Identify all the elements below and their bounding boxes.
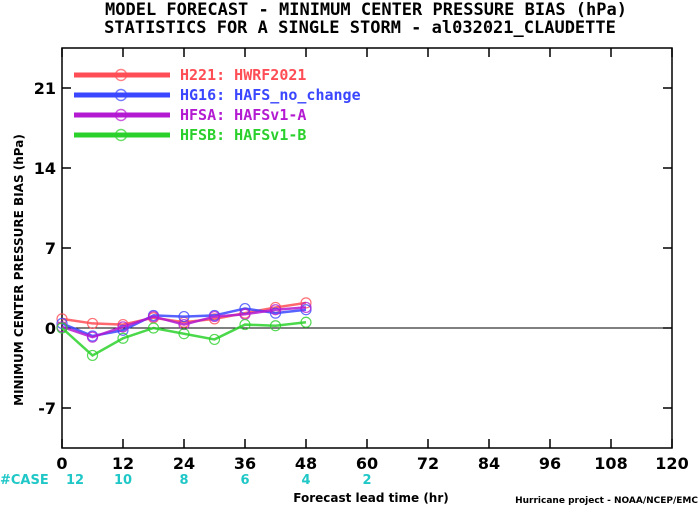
y-tick-label: -7 (38, 399, 56, 418)
data-point (117, 324, 129, 336)
case-count-value: 4 (301, 473, 310, 488)
series-line (61, 306, 307, 339)
data-point (86, 317, 99, 330)
data-point (178, 318, 190, 331)
y-tick-label: 21 (34, 79, 56, 98)
data-point (269, 307, 282, 319)
x-tick-label: 24 (173, 454, 195, 473)
data-point (86, 349, 99, 362)
y-tick-label: 7 (45, 239, 56, 258)
legend-marker (114, 88, 128, 102)
x-tick-label: 36 (234, 454, 256, 473)
series-line (61, 321, 307, 357)
data-point (208, 310, 221, 323)
x-tick-label: 12 (112, 454, 134, 473)
legend-marker (114, 68, 128, 82)
legend-entry: HFSB: HAFSv1-B (180, 126, 306, 144)
data-point (56, 322, 68, 334)
x-tick-label: 72 (417, 454, 439, 473)
x-tick-label: 120 (655, 454, 688, 473)
credit-text: Hurricane project - NOAA/NCEP/EMC (515, 496, 698, 506)
legend-entry: H221: HWRF2021 (180, 66, 306, 84)
case-count-label: #CASE (0, 473, 49, 488)
data-point (117, 321, 129, 333)
data-point (117, 332, 129, 344)
plot-frame (61, 47, 673, 449)
data-point (147, 310, 160, 323)
x-tick-label: 84 (478, 454, 500, 473)
case-count-value: 10 (114, 473, 132, 488)
case-count-value: 12 (66, 473, 84, 488)
case-count-value: 6 (240, 473, 249, 488)
plot-area: 0 12 24 36 48 60 72 84 96 108 120 -7 0 7 14 21 H221: HWR… (34, 47, 689, 473)
data-point (178, 328, 190, 340)
x-tick-label: 60 (356, 454, 378, 473)
data-point (178, 310, 190, 323)
case-count-value: 8 (179, 473, 188, 488)
data-point (300, 316, 312, 328)
case-count-value: 2 (362, 473, 371, 488)
data-point (208, 333, 221, 346)
x-axis-label: Forecast lead time (hr) (293, 491, 449, 505)
x-tick-label: 48 (295, 454, 317, 473)
chart-title: MODEL FORECAST - MINIMUM CENTER PRESSURE… (105, 0, 627, 20)
legend-entry: HG16: HAFS_no_change (180, 86, 361, 104)
y-axis-label: MINIMUM CENTER PRESSURE BIAS (hPa) (12, 134, 26, 406)
legend-marker (114, 128, 128, 142)
data-point (300, 301, 312, 314)
x-tick-label: 0 (56, 454, 67, 473)
data-point (239, 318, 251, 331)
legend-entry: HFSA: HAFSv1-A (180, 106, 306, 124)
x-tick-label: 96 (539, 454, 561, 473)
data-point (269, 304, 282, 316)
data-point (269, 320, 282, 332)
legend-marker (114, 108, 128, 122)
data-point (147, 322, 160, 334)
data-point (86, 331, 99, 343)
chart-subtitle: STATISTICS FOR A SINGLE STORM - al032021… (104, 18, 616, 38)
series-line (61, 301, 307, 326)
y-tick-label: 0 (45, 319, 56, 338)
y-tick-label: 14 (34, 159, 56, 178)
x-tick-label: 108 (594, 454, 627, 473)
